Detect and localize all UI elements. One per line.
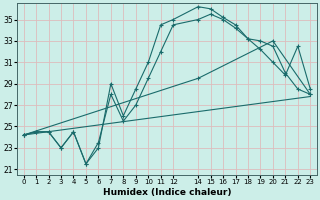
X-axis label: Humidex (Indice chaleur): Humidex (Indice chaleur): [103, 188, 231, 197]
